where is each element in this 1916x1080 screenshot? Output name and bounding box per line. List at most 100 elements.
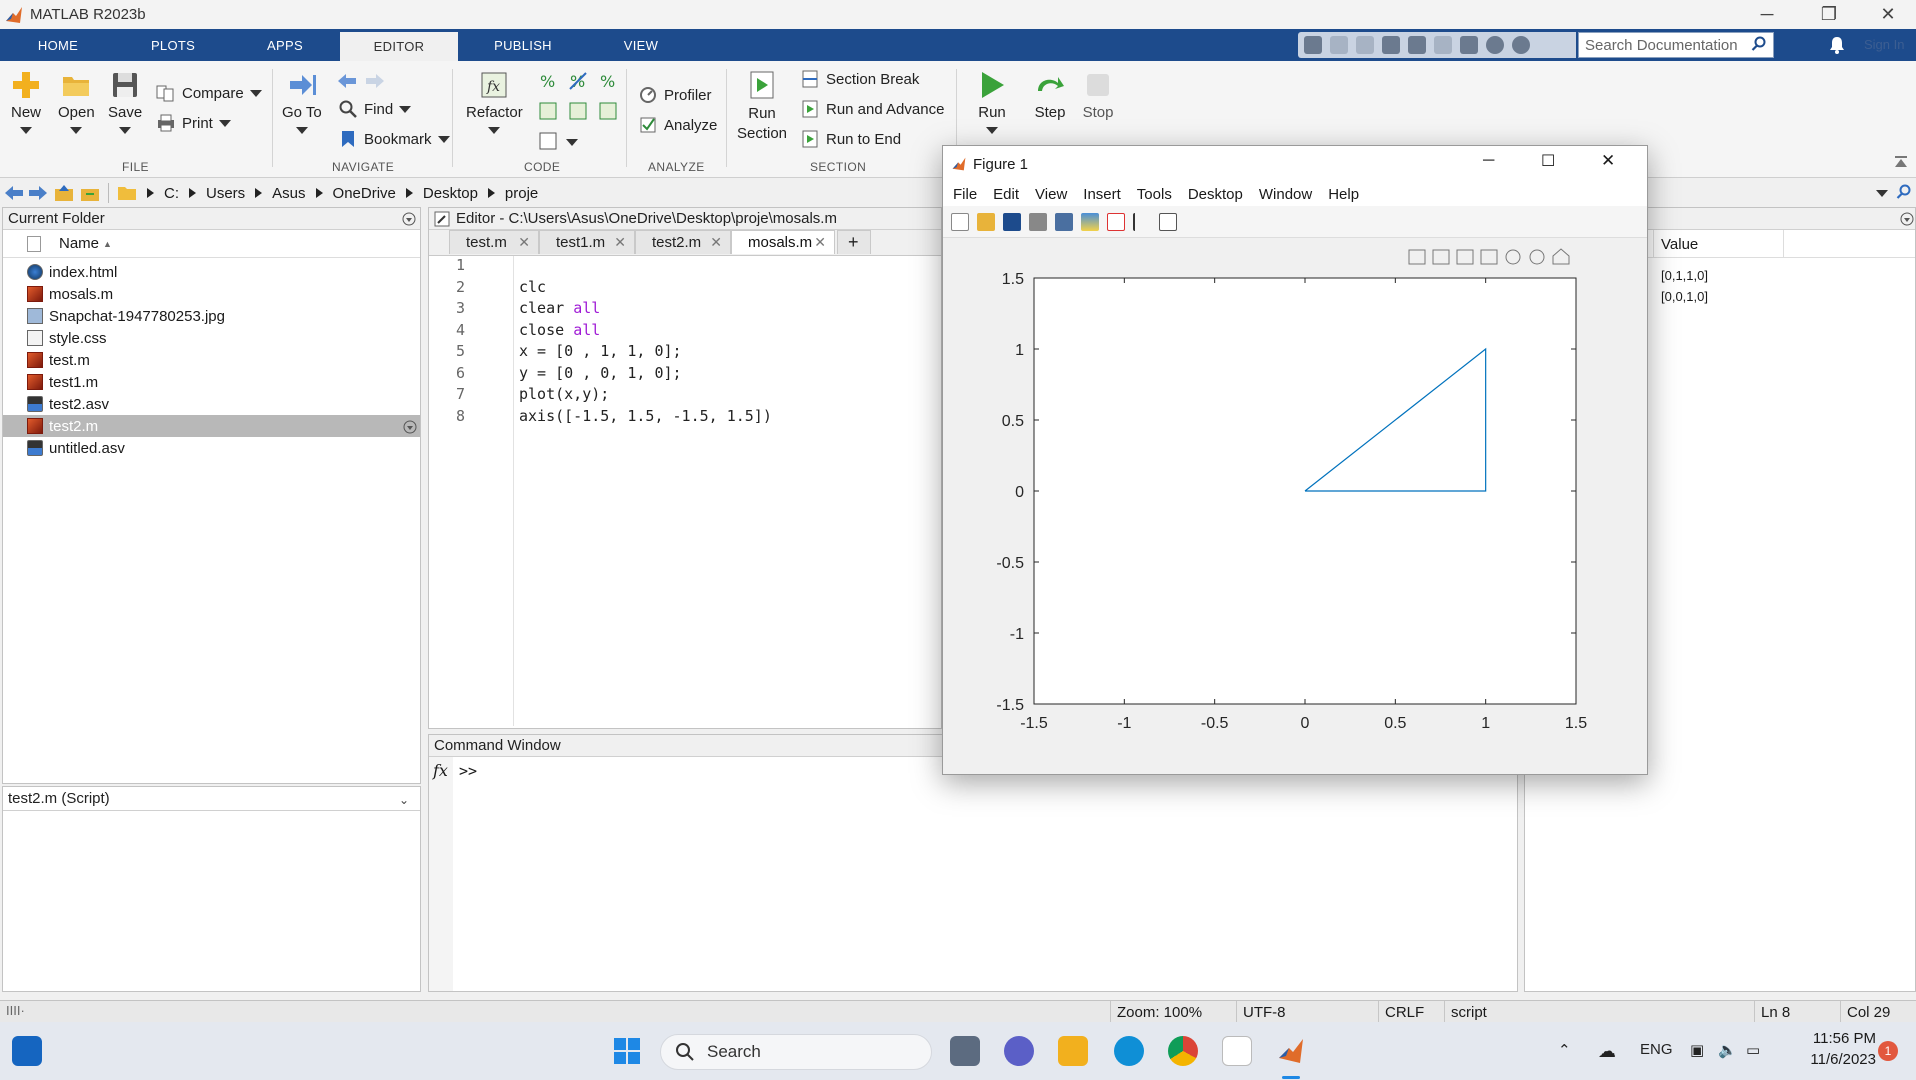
breadcrumb-item[interactable]: C: [164, 184, 179, 202]
file-item-test-m[interactable]: test.m [3, 349, 420, 371]
forward-arrow-icon[interactable] [364, 71, 386, 91]
new-button[interactable]: New [10, 69, 42, 134]
file-item-test1-m[interactable]: test1.m [3, 371, 420, 393]
home-restore-icon[interactable] [1552, 248, 1570, 265]
volume-icon[interactable]: 🔈 [1718, 1042, 1737, 1059]
find-button[interactable]: Find [338, 99, 412, 119]
figure-minimize-button[interactable]: ─ [1483, 152, 1495, 169]
menu-tools[interactable]: Tools [1136, 185, 1172, 203]
tab-publish[interactable]: PUBLISH [494, 37, 552, 53]
zoom-out-icon[interactable] [1529, 249, 1545, 265]
analyze-button[interactable]: Analyze [638, 115, 717, 135]
tab-plots[interactable]: PLOTS [150, 37, 196, 53]
menu-view[interactable]: View [1035, 185, 1068, 203]
menu-help[interactable]: Help [1328, 185, 1360, 203]
notification-badge[interactable]: 1 [1878, 1041, 1898, 1061]
up-folder-icon[interactable] [54, 184, 74, 202]
current-folder-actions-icon[interactable] [402, 212, 416, 226]
breadcrumb-item[interactable]: Asus [272, 184, 306, 202]
stop-button[interactable]: Stop [1082, 69, 1114, 121]
figure-maximize-button[interactable]: ☐ [1541, 153, 1556, 170]
increase-indent-icon[interactable] [598, 101, 618, 121]
section-break-button[interactable]: Section Break [800, 69, 919, 89]
help-icon[interactable] [1486, 36, 1504, 54]
open-button[interactable]: Open [58, 69, 95, 134]
new-figure-icon[interactable] [951, 212, 969, 231]
file-item-untitled-asv[interactable]: untitled.asv [3, 437, 420, 459]
code-analyzer-icon[interactable] [538, 131, 558, 151]
property-inspector-icon[interactable] [1159, 212, 1177, 231]
figure-axes[interactable]: -1.5 -1 -0.5 0 0.5 1 1.5 -1.5 -1 -0.5 0 0.5 1 1.5 [943, 238, 1647, 774]
file-item-test2-asv[interactable]: test2.asv [3, 393, 420, 415]
sign-in-link[interactable]: Sign In [1864, 37, 1905, 52]
undo-icon[interactable] [1408, 36, 1426, 54]
file-item-style-css[interactable]: style.css [3, 327, 420, 349]
smart-indent-icon[interactable] [538, 101, 558, 121]
teams-chat-icon[interactable] [1004, 1036, 1034, 1066]
file-item-index-html[interactable]: index.html [3, 261, 420, 283]
workspace-value[interactable]: [0,1,1,0] [1661, 268, 1708, 283]
taskbar-search-box[interactable]: Search [660, 1034, 932, 1070]
bookmark-button[interactable]: Bookmark [338, 129, 450, 149]
wrap-comments-icon[interactable]: % [598, 71, 618, 91]
run-to-end-button[interactable]: Run to End [800, 129, 901, 149]
run-button[interactable]: Run [976, 69, 1008, 134]
collapse-ribbon-icon[interactable] [1894, 155, 1908, 169]
tab-editor[interactable]: EDITOR [340, 29, 458, 61]
paste-icon[interactable] [1382, 36, 1400, 54]
close-window-button[interactable]: ✕ [1880, 4, 1896, 24]
tab-apps[interactable]: APPS [267, 37, 303, 53]
command-input-area[interactable]: fx >> [429, 757, 1517, 991]
file-item-snapchat-jpg[interactable]: Snapchat-1947780253.jpg [3, 305, 420, 327]
minimize-button[interactable]: ─ [1760, 4, 1774, 24]
windows-start-icon[interactable] [612, 1036, 642, 1066]
tab-view[interactable]: VIEW [623, 37, 659, 53]
panel-actions-icon[interactable] [403, 420, 417, 434]
menu-insert[interactable]: Insert [1083, 185, 1121, 203]
breadcrumb-item[interactable]: Desktop [422, 184, 478, 202]
close-tab-icon[interactable]: ✕ [518, 234, 530, 250]
save-button[interactable]: Save [108, 69, 142, 134]
menu-edit[interactable]: Edit [993, 185, 1020, 203]
workspace-value[interactable]: [0,0,1,0] [1661, 289, 1708, 304]
search-icon[interactable] [1751, 36, 1767, 52]
search-documentation-input[interactable]: Search Documentation [1578, 32, 1774, 58]
file-explorer-icon[interactable] [1058, 1036, 1088, 1066]
task-view-icon[interactable] [950, 1036, 980, 1066]
print-button[interactable]: Print [156, 113, 231, 133]
edge-browser-icon[interactable] [1114, 1036, 1144, 1066]
workspace-actions-icon[interactable] [1900, 212, 1914, 226]
profiler-button[interactable]: Profiler [638, 85, 712, 105]
cut-icon[interactable] [1330, 36, 1348, 54]
notifications-bell-icon[interactable] [1828, 35, 1846, 55]
search-folder-icon[interactable] [1896, 184, 1912, 200]
breadcrumb-item[interactable]: OneDrive [332, 184, 396, 202]
comment-icon[interactable]: % [538, 71, 558, 91]
uncomment-icon[interactable]: % [568, 71, 588, 91]
run-and-advance-button[interactable]: Run and Advance [800, 99, 944, 119]
redo-icon[interactable] [1434, 36, 1452, 54]
language-indicator[interactable]: ENG [1640, 1041, 1673, 1058]
battery-icon[interactable]: ▭ [1746, 1042, 1761, 1059]
go-to-button[interactable]: Go To [282, 69, 322, 134]
details-header[interactable]: test2.m (Script) ⌄ [3, 787, 420, 811]
close-tab-icon[interactable]: ✕ [614, 234, 626, 250]
copy-icon[interactable] [1356, 36, 1374, 54]
print-figure-icon[interactable] [1029, 212, 1047, 231]
restore-button[interactable]: ❐ [1820, 4, 1838, 24]
editor-tab-mosals-m[interactable]: mosals.m ✕ [731, 230, 835, 254]
close-tab-icon[interactable]: ✕ [814, 234, 826, 250]
save-icon[interactable] [1304, 36, 1322, 54]
matlab-taskbar-icon[interactable] [1276, 1036, 1306, 1066]
save-figure-icon[interactable] [1003, 212, 1021, 231]
chrome-browser-icon[interactable] [1168, 1036, 1198, 1066]
editor-tab-test1-m[interactable]: test1.m ✕ [539, 230, 635, 254]
clock-date[interactable]: 11/6/2023 [1810, 1051, 1876, 1068]
insert-colorbar-icon[interactable] [1081, 212, 1099, 231]
insert-legend-icon[interactable] [1107, 212, 1125, 231]
browse-folder-icon[interactable] [80, 184, 100, 202]
menu-window[interactable]: Window [1258, 185, 1313, 203]
address-history-dropdown-icon[interactable] [1876, 190, 1888, 197]
show-hidden-icons-chevron[interactable]: ⌃ [1558, 1042, 1571, 1059]
